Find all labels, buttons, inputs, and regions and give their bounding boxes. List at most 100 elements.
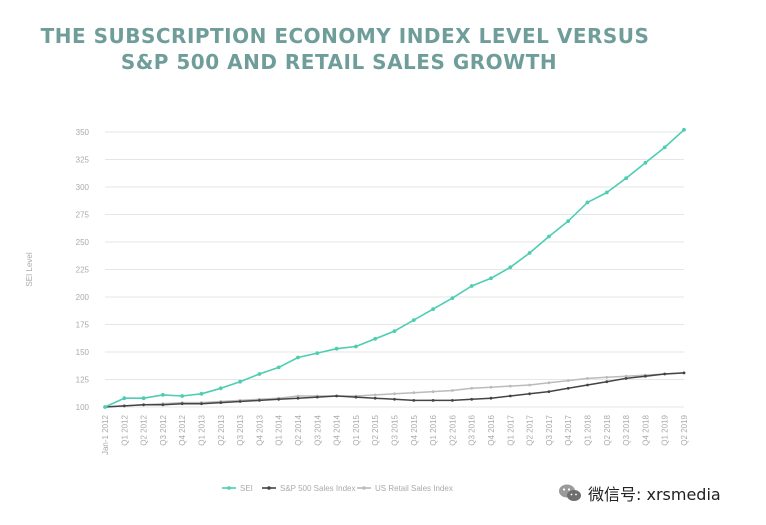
data-point — [412, 391, 416, 395]
data-point — [624, 176, 628, 181]
y-tick-label: 100 — [76, 403, 90, 412]
chart-title-line-1: THE SUBSCRIPTION ECONOMY INDEX LEVEL VER… — [40, 24, 650, 48]
y-tick-label: 225 — [76, 266, 90, 275]
y-tick-label: 175 — [76, 321, 90, 330]
series-sei — [103, 127, 686, 409]
data-point — [122, 396, 127, 401]
data-point — [528, 383, 531, 387]
x-tick-label: Q2 2017 — [526, 414, 535, 445]
legend-label: S&P 500 Sales Index — [280, 484, 355, 493]
x-tick-label: Q3 2017 — [545, 414, 554, 445]
legend-marker — [227, 486, 231, 490]
x-tick-label: Q1 2016 — [429, 414, 438, 445]
x-tick-label: Q2 2016 — [448, 414, 457, 445]
data-point — [547, 234, 551, 239]
data-point — [586, 383, 589, 387]
data-point — [296, 396, 300, 400]
data-point — [354, 395, 358, 399]
data-point — [489, 276, 493, 281]
x-tick-label: Q4 2018 — [641, 414, 650, 445]
y-tick-label: 200 — [76, 293, 90, 302]
chart-title-line-2: S&P 500 AND RETAIL SALES GROWTH — [120, 50, 558, 74]
data-point — [142, 403, 146, 407]
series-retail — [103, 371, 686, 409]
y-tick-label: 125 — [76, 376, 90, 385]
data-point — [218, 386, 223, 391]
x-tick-label: Q4 2013 — [255, 414, 264, 445]
data-point — [489, 396, 493, 400]
y-axis-label: SEI Level — [25, 252, 34, 286]
data-point — [392, 329, 397, 333]
x-tick-label: Q2 2013 — [217, 414, 226, 445]
data-point — [566, 386, 570, 390]
data-point — [315, 351, 320, 355]
x-tick-label: Q1 2012 — [120, 414, 129, 445]
data-point — [508, 384, 512, 388]
data-point — [469, 284, 474, 288]
data-point — [605, 375, 609, 379]
x-tick-label: Q2 2019 — [680, 414, 689, 445]
x-tick-label: Q2 2018 — [603, 414, 612, 445]
data-point — [585, 200, 590, 205]
wechat-watermark: 微信号: xrsmedia — [558, 482, 721, 504]
wechat-icon — [559, 484, 581, 501]
x-tick-label: Q1 2017 — [506, 414, 515, 445]
data-point — [257, 372, 262, 376]
data-point — [508, 265, 513, 270]
x-tick-label: Q1 2019 — [661, 414, 670, 445]
legend-item: S&P 500 Sales Index — [262, 484, 355, 493]
series-line — [104, 372, 685, 408]
data-point — [586, 377, 589, 380]
data-point — [122, 404, 126, 408]
data-point — [643, 160, 648, 165]
data-point — [431, 307, 435, 311]
data-point — [258, 399, 261, 402]
data-point — [393, 392, 396, 396]
data-point — [624, 374, 628, 378]
y-tick-label: 150 — [76, 348, 90, 357]
data-point — [393, 397, 396, 401]
legend-marker — [362, 486, 366, 490]
data-point — [161, 403, 165, 407]
legend-item: US Retail Sales Index — [357, 484, 453, 493]
x-tick-label: Q2 2014 — [294, 414, 303, 445]
data-point — [238, 400, 242, 403]
data-point — [103, 405, 107, 409]
data-point — [450, 296, 455, 300]
data-point — [411, 318, 416, 322]
data-point — [296, 394, 300, 398]
data-point — [604, 190, 609, 195]
data-point — [296, 355, 300, 360]
x-tick-label: Q2 2012 — [140, 414, 149, 445]
data-point — [219, 401, 223, 404]
data-point — [682, 371, 686, 375]
data-point — [624, 377, 628, 380]
data-point — [566, 219, 571, 224]
data-point — [527, 251, 532, 255]
x-tick-label: Q1 2018 — [584, 414, 593, 445]
data-point — [180, 402, 184, 406]
data-point — [200, 402, 203, 406]
data-point — [315, 395, 319, 399]
data-point — [431, 390, 435, 393]
data-point — [566, 379, 570, 382]
data-point — [528, 392, 531, 396]
data-point — [605, 380, 609, 384]
data-point — [180, 394, 185, 398]
x-tick-label: Q1 2014 — [275, 414, 284, 445]
series-sp500 — [103, 371, 686, 409]
data-point — [547, 390, 551, 393]
x-tick-label: Q4 2012 — [178, 414, 187, 445]
data-point — [431, 399, 435, 402]
legend-marker — [267, 486, 271, 490]
data-point — [547, 381, 551, 385]
data-point — [663, 372, 667, 376]
data-point — [470, 397, 474, 401]
x-tick-label: Q3 2015 — [391, 414, 400, 445]
y-tick-label: 300 — [76, 183, 90, 192]
legend-label: US Retail Sales Index — [375, 484, 453, 493]
data-point — [451, 389, 454, 392]
data-point — [508, 394, 512, 398]
data-point — [662, 145, 667, 150]
